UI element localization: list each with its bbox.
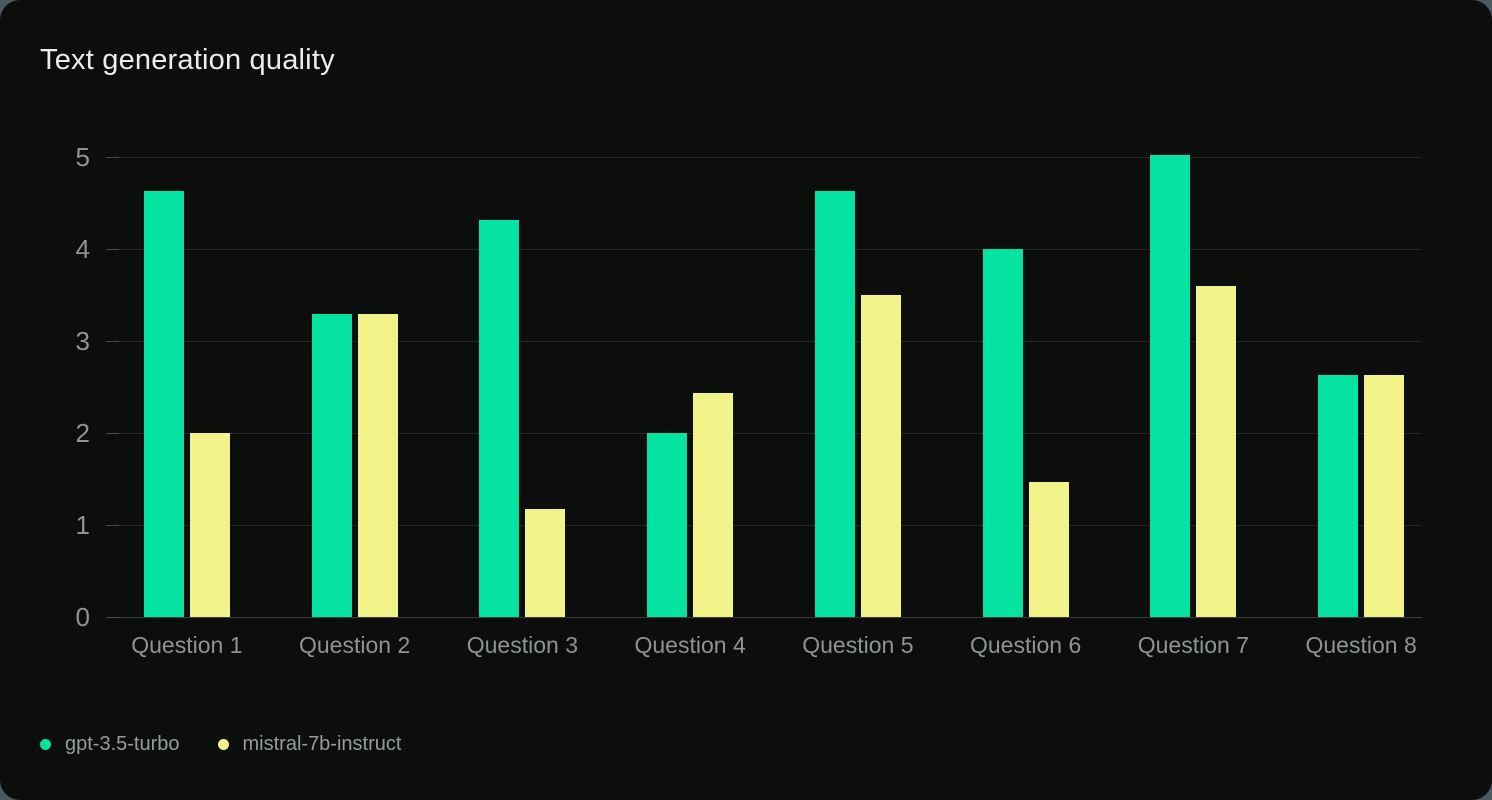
y-tick-label-4: 4 <box>75 234 90 264</box>
bar-group-question-6 <box>942 157 1110 617</box>
y-tick-label-2: 2 <box>75 418 90 448</box>
bar-mistral-7b-instruct-question-3[interactable] <box>525 509 566 617</box>
legend-dot-mistral-7b-instruct <box>217 739 229 750</box>
legend: gpt-3.5-turbo mistral-7b-instruct <box>40 733 401 756</box>
bar-gpt-3.5-turbo-question-3[interactable] <box>479 219 520 617</box>
x-tick-label-question-1: Question 1 <box>131 632 243 658</box>
legend-dot-gpt-3.5-turbo <box>40 739 51 750</box>
bar-mistral-7b-instruct-question-1[interactable] <box>189 433 230 617</box>
bar-gpt-3.5-turbo-question-5[interactable] <box>814 191 855 617</box>
bar-group-question-3 <box>439 157 607 617</box>
x-tick-label-question-5: Question 5 <box>802 632 914 658</box>
y-axis-tick <box>106 249 119 250</box>
bar-group-question-2 <box>271 157 439 617</box>
y-tick-label-5: 5 <box>75 142 90 172</box>
gridline-y-2 <box>106 433 1422 434</box>
bar-group-question-8 <box>1277 157 1445 617</box>
chart-title: Text generation quality <box>40 44 335 76</box>
bar-mistral-7b-instruct-question-8[interactable] <box>1364 375 1405 617</box>
bar-group-question-5 <box>774 157 942 617</box>
gridline-y-0 <box>106 617 1422 618</box>
x-tick-label-question-6: Question 6 <box>970 632 1082 658</box>
x-tick-label-question-3: Question 3 <box>466 632 578 658</box>
legend-label: gpt-3.5-turbo <box>65 733 180 755</box>
bar-gpt-3.5-turbo-question-7[interactable] <box>1150 155 1191 617</box>
x-tick-label-question-2: Question 2 <box>299 632 411 658</box>
plot-area: 0 1 2 3 4 5 <box>76 144 1422 630</box>
x-axis-labels: Question 1 Question 2 Question 3 Question 4… <box>103 632 1445 659</box>
bar-group-question-1 <box>103 157 271 617</box>
bar-gpt-3.5-turbo-question-4[interactable] <box>647 433 688 617</box>
bar-gpt-3.5-turbo-question-6[interactable] <box>982 249 1023 617</box>
y-axis-tick <box>106 157 119 158</box>
y-axis-tick <box>106 525 119 526</box>
legend-label: mistral-7b-instruct <box>242 733 402 755</box>
bar-mistral-7b-instruct-question-2[interactable] <box>357 314 398 617</box>
bar-group-question-7 <box>1110 155 1278 617</box>
y-tick-label-3: 3 <box>75 326 90 356</box>
legend-item-mistral-7b-instruct[interactable]: mistral-7b-instruct <box>217 733 402 756</box>
x-tick-label-question-7: Question 7 <box>1137 632 1249 658</box>
y-axis-tick <box>106 433 119 434</box>
bar-mistral-7b-instruct-question-6[interactable] <box>1028 481 1069 617</box>
bar-mistral-7b-instruct-question-7[interactable] <box>1196 285 1237 617</box>
bar-group-question-4 <box>606 157 774 617</box>
y-axis-tick <box>106 341 119 342</box>
bar-gpt-3.5-turbo-question-1[interactable] <box>143 191 184 617</box>
gridline-y-1 <box>106 525 1422 526</box>
bars-layer <box>103 155 1445 617</box>
gridline-y-5 <box>106 157 1422 158</box>
bar-mistral-7b-instruct-question-5[interactable] <box>860 295 901 617</box>
y-tick-label-1: 1 <box>75 510 90 540</box>
legend-item-gpt-3.5-turbo[interactable]: gpt-3.5-turbo <box>40 733 180 756</box>
bar-mistral-7b-instruct-question-4[interactable] <box>693 393 734 617</box>
x-tick-label-question-4: Question 4 <box>634 632 746 658</box>
bar-gpt-3.5-turbo-question-8[interactable] <box>1318 375 1359 617</box>
y-axis-tick <box>106 617 119 618</box>
x-tick-label-question-8: Question 8 <box>1305 632 1417 658</box>
gridline-y-4 <box>106 249 1422 250</box>
y-tick-label-0: 0 <box>75 602 90 632</box>
gridline-y-3 <box>106 341 1422 342</box>
bar-gpt-3.5-turbo-question-2[interactable] <box>311 314 352 617</box>
